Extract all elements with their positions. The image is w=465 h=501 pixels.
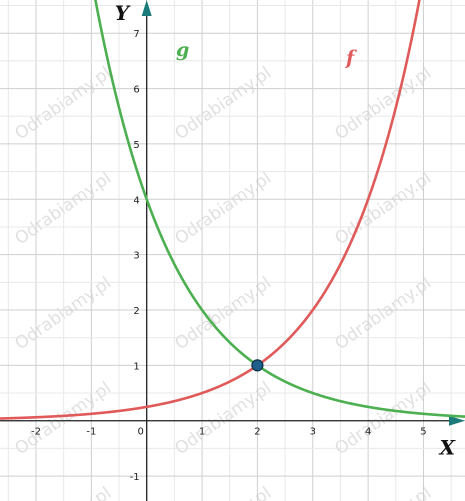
watermark-text: Odrabiamy.pl (171, 378, 275, 459)
x-tick-label: 4 (365, 427, 371, 438)
watermark-text: Odrabiamy.pl (331, 378, 435, 459)
y-tick-label: -1 (130, 472, 140, 483)
x-tick-label: 1 (199, 427, 205, 438)
intersection-point (252, 360, 263, 371)
series-line-g (92, 0, 465, 417)
x-tick-label: -1 (86, 427, 96, 438)
watermark-text: Odrabiamy.pl (171, 63, 275, 144)
series-label-g: g (176, 39, 189, 61)
y-tick-label: 5 (133, 140, 139, 151)
watermark-text: Odrabiamy.pl (331, 168, 435, 249)
x-tick-label: 3 (310, 427, 316, 438)
x-tick-label: -2 (31, 427, 41, 438)
x-tick-label: 2 (254, 427, 260, 438)
series-label-f: f (344, 47, 357, 69)
x-tick-label: 0 (138, 427, 144, 438)
watermark-text: Odrabiamy.pl (331, 483, 435, 501)
y-tick-label: 1 (133, 361, 139, 372)
y-axis-title: Y (115, 1, 131, 25)
watermark-text: Odrabiamy.pl (171, 168, 275, 249)
watermark-text: Odrabiamy.pl (331, 63, 435, 144)
watermark-text: Odrabiamy.pl (171, 483, 275, 501)
y-tick-label: 3 (133, 251, 139, 262)
y-tick-label: 2 (133, 306, 139, 317)
y-tick-label: 4 (133, 195, 139, 206)
x-axis-title: X (437, 436, 456, 460)
y-tick-label: 7 (133, 29, 139, 40)
y-tick-label: 6 (133, 85, 139, 96)
watermark-text: Odrabiamy.pl (331, 273, 435, 354)
y-axis-arrow (142, 0, 152, 16)
x-tick-label: 5 (420, 427, 426, 438)
